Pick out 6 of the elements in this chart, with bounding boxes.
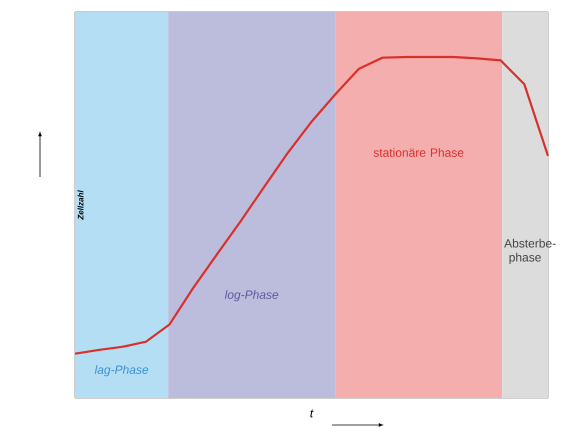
x-axis-title: t xyxy=(310,410,314,418)
annotation: Absterbe-phase xyxy=(504,238,556,264)
annotation: log-Phase xyxy=(224,290,278,302)
annotation: lag-Phase xyxy=(94,365,148,376)
y-axis-title: Zellzahl xyxy=(78,190,84,220)
annotation: stationäre Phase xyxy=(374,148,464,157)
